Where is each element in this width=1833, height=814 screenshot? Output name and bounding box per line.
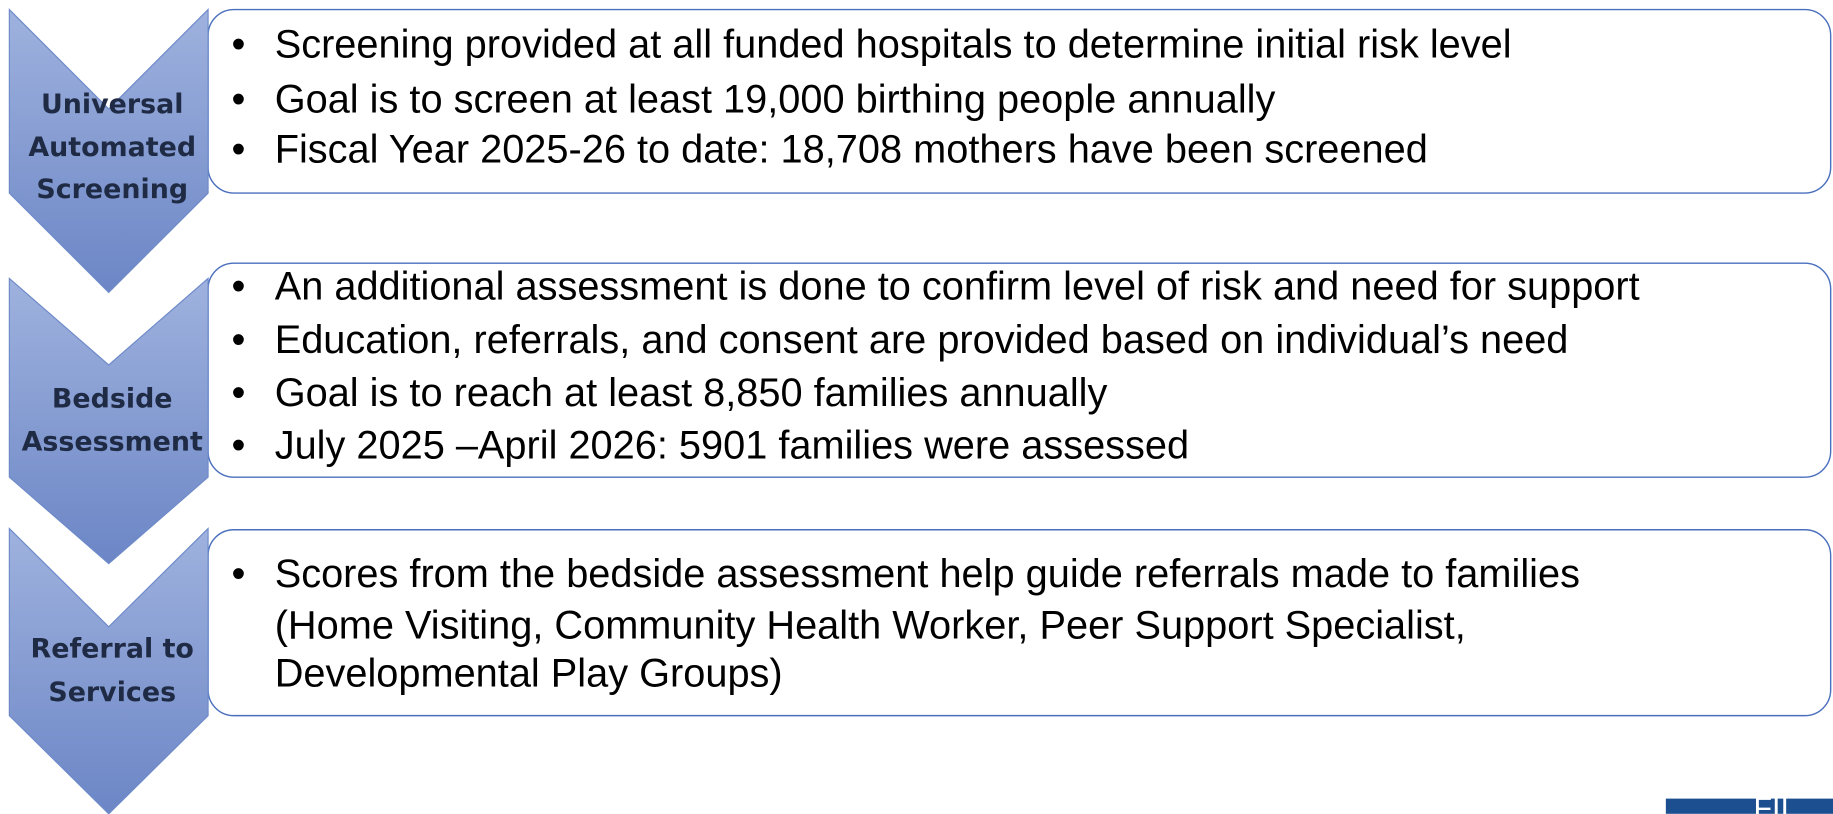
bullet-dot: • — [231, 318, 245, 362]
logo-text: FII — [1754, 791, 1789, 814]
stage-label: Bedside — [52, 383, 173, 414]
stage-label: Services — [48, 677, 176, 708]
bullet-text: July 2025 –April 2026: 5901 families wer… — [275, 423, 1189, 467]
bullet-dot: • — [231, 371, 245, 415]
bullet-dot: • — [231, 128, 245, 172]
bullet-dot: • — [231, 77, 245, 121]
bullet-dot: • — [231, 423, 245, 467]
bullet-text: (Home Visiting, Community Health Worker,… — [275, 603, 1466, 647]
stage-label: Automated — [28, 132, 196, 163]
bullet-text: Fiscal Year 2025-26 to date: 18,708 moth… — [275, 128, 1428, 172]
bullet-text: Developmental Play Groups) — [275, 651, 783, 695]
bullet-dot: • — [231, 264, 245, 308]
stage-label: Universal — [41, 89, 184, 120]
bullet-text: Screening provided at all funded hospita… — [275, 22, 1512, 66]
stage-label: Screening — [36, 174, 188, 205]
bullet-text: Goal is to reach at least 8,850 families… — [275, 371, 1108, 415]
chevron — [8, 527, 209, 814]
stage-label: Referral to — [31, 634, 194, 665]
bullet-text: Goal is to screen at least 19,000 birthi… — [275, 77, 1276, 121]
bullet-text: An additional assessment is done to conf… — [275, 264, 1640, 308]
chevron — [8, 277, 209, 565]
chevron — [8, 8, 209, 294]
bullet-text: Education, referrals, and consent are pr… — [275, 318, 1569, 362]
bullet-dot: • — [231, 22, 245, 66]
stage-label: Assessment — [22, 427, 203, 458]
logo — [1665, 798, 1833, 814]
bullet-text: Scores from the bedside assessment help … — [275, 552, 1580, 596]
bullet-dot: • — [231, 552, 245, 596]
